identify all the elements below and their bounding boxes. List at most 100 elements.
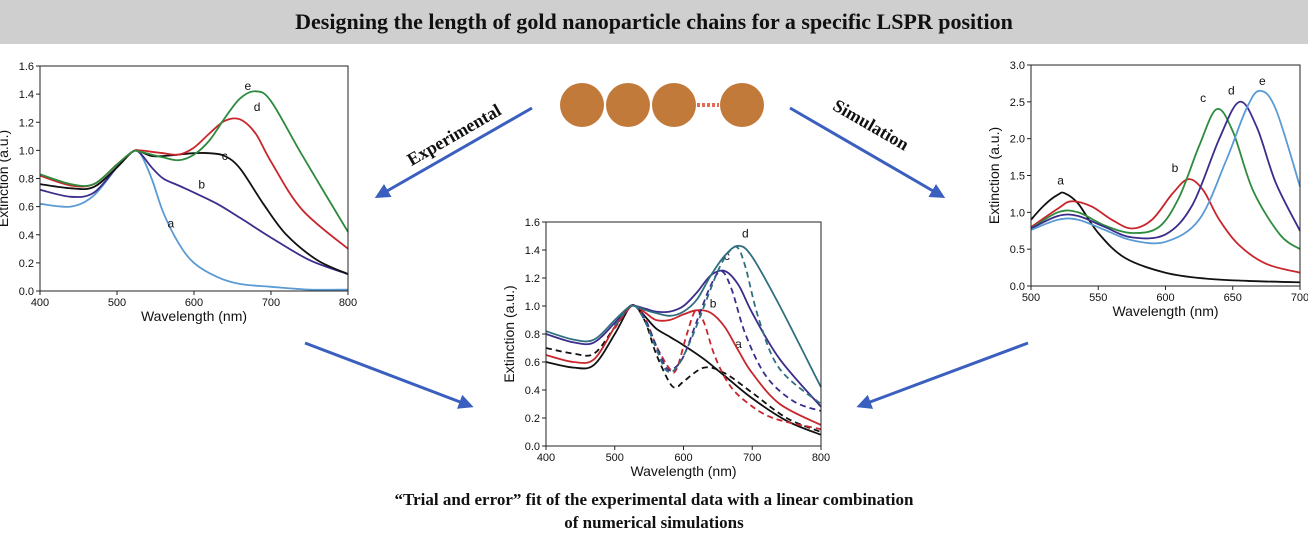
fit-series-label-c: c xyxy=(724,249,730,263)
simulation-series-a-0 xyxy=(1030,191,1301,284)
experimental-xtick-label: 700 xyxy=(262,297,280,309)
nanoparticle-2 xyxy=(606,83,650,127)
experimental-series-label-d: d xyxy=(254,100,261,114)
experimental-label: Experimental xyxy=(404,100,505,170)
simulation-series-c-2 xyxy=(1030,107,1301,250)
experimental-series-a-0 xyxy=(39,149,349,291)
simulation-series-label-d: d xyxy=(1228,83,1235,97)
simulation-ytick-label: 0.0 xyxy=(1010,281,1025,293)
experimental-ytick-label: 0.2 xyxy=(19,258,34,270)
fit-series-label-a: a xyxy=(735,337,742,351)
experimental-series-e-4 xyxy=(39,90,349,233)
experimental-xaxis-label: Wavelength (nm) xyxy=(141,308,247,324)
experimental-series-label-b: b xyxy=(198,177,205,191)
simulation-series-label-e: e xyxy=(1259,74,1266,88)
experimental-ytick-label: 1.6 xyxy=(19,61,34,73)
fit-ytick-label: 0.0 xyxy=(525,441,540,453)
simulation-ytick-label: 0.5 xyxy=(1010,244,1025,256)
arrow-simulation-to-fit xyxy=(856,341,1029,409)
experimental-ytick-label: 0.0 xyxy=(19,286,34,298)
simulation-ytick-label: 3.0 xyxy=(1010,60,1025,72)
experimental-series-label-e: e xyxy=(245,79,252,93)
fit-xtick-label: 600 xyxy=(674,452,692,464)
simulation-ytick-label: 2.0 xyxy=(1010,134,1025,146)
simulation-label: Simulation xyxy=(830,95,913,154)
fit-xtick-label: 800 xyxy=(812,452,830,464)
header-title: Designing the length of gold nanoparticl… xyxy=(295,9,1013,34)
caption-line-2: of numerical simulations xyxy=(564,513,744,532)
fit-series-label-b: b xyxy=(710,296,717,310)
simulation-series-d-3 xyxy=(1030,100,1301,240)
fit-series-a-0 xyxy=(545,304,822,436)
fit-ytick-label: 1.4 xyxy=(525,245,540,257)
fit-series-b-2 xyxy=(545,304,822,426)
experimental-plot-frame xyxy=(39,65,349,292)
simulation-series-e-4 xyxy=(1030,89,1301,245)
experimental-ytick-label: 1.2 xyxy=(19,117,34,129)
fit-chart: a b cd 400 500 600 700 800 0.0 0.2 0.4 0.6 0.8 1.0 1.2… xyxy=(501,217,830,479)
arrow-to-experimental xyxy=(374,106,533,198)
experimental-xtick-label: 400 xyxy=(31,297,49,309)
experimental-xtick-label: 600 xyxy=(185,297,203,309)
header-banner: Designing the length of gold nanoparticl… xyxy=(0,0,1308,44)
experimental-series-b-1 xyxy=(39,149,349,275)
simulation-yaxis-label: Extinction (a.u.) xyxy=(986,127,1002,224)
fit-ytick-label: 0.4 xyxy=(525,385,540,397)
simulation-xtick-label: 500 xyxy=(1022,292,1040,304)
experimental-series-label-a: a xyxy=(168,217,175,231)
fit-series-c-4 xyxy=(545,269,822,408)
fit-ytick-label: 0.8 xyxy=(525,329,540,341)
fit-xtick-label: 400 xyxy=(537,452,555,464)
experimental-xtick-label: 800 xyxy=(339,297,357,309)
experimental-ytick-label: 0.6 xyxy=(19,202,34,214)
caption-line-1: “Trial and error” fit of the experimenta… xyxy=(394,490,914,509)
simulation-xtick-label: 700 xyxy=(1291,292,1308,304)
simulation-series-label-c: c xyxy=(1200,91,1206,105)
experimental-xtick-label: 500 xyxy=(108,297,126,309)
fit-series-label-d: d xyxy=(742,226,749,240)
experimental-ytick-label: 1.4 xyxy=(19,89,34,101)
figure-caption: “Trial and error” fit of the experimenta… xyxy=(0,488,1308,534)
fit-yaxis-label: Extinction (a.u.) xyxy=(501,285,517,382)
experimental-ytick-label: 0.8 xyxy=(19,174,34,186)
simulation-ytick-label: 1.5 xyxy=(1010,171,1025,183)
arrow-to-simulation xyxy=(789,106,946,199)
fit-ytick-label: 1.6 xyxy=(525,217,540,229)
fit-xaxis-label: Wavelength (nm) xyxy=(630,463,736,479)
simulation-xtick-label: 550 xyxy=(1089,292,1107,304)
simulation-series-label-b: b xyxy=(1172,161,1179,175)
fit-ytick-label: 0.2 xyxy=(525,413,540,425)
nanoparticle-3 xyxy=(652,83,696,127)
simulation-series-label-a: a xyxy=(1057,173,1064,187)
fit-series-sim-dashed-1 xyxy=(545,304,822,433)
nanoparticle-n xyxy=(720,83,764,127)
fit-xtick-label: 700 xyxy=(743,452,761,464)
fit-series-d-6 xyxy=(545,244,822,388)
experimental-yaxis-label: Extinction (a.u.) xyxy=(0,130,11,227)
experimental-series-label-c: c xyxy=(222,149,228,163)
nanoparticle-chain xyxy=(560,83,764,127)
fit-series-sim-dashed-5 xyxy=(614,270,822,412)
nanoparticle-1 xyxy=(560,83,604,127)
fit-xtick-label: 500 xyxy=(606,452,624,464)
fit-plot-frame xyxy=(545,221,822,447)
fit-ytick-label: 0.6 xyxy=(525,357,540,369)
experimental-ytick-label: 1.0 xyxy=(19,145,34,157)
fit-series-sim-dashed-7 xyxy=(614,245,822,405)
simulation-chart: a b c d e 500 550 600 650 700 0.0 0.5 1.0 1.5 2.0 2.5 3.… xyxy=(986,60,1308,319)
simulation-ytick-label: 2.5 xyxy=(1010,97,1025,109)
simulation-xtick-label: 600 xyxy=(1156,292,1174,304)
simulation-plot-frame xyxy=(1030,64,1301,287)
simulation-ytick-label: 1.0 xyxy=(1010,207,1025,219)
simulation-xtick-label: 650 xyxy=(1224,292,1242,304)
experimental-chart: a b c de 400 500 600 700 800 0.0 0.2 0.4 0.6 0.8 1.0 1.… xyxy=(0,61,357,324)
fit-series-sim-dashed-3 xyxy=(614,304,822,431)
arrow-experimental-to-fit xyxy=(304,341,474,409)
simulation-series-b-1 xyxy=(1030,178,1301,274)
experimental-series-d-3 xyxy=(39,117,349,250)
experimental-ytick-label: 0.4 xyxy=(19,230,34,242)
fit-ytick-label: 1.2 xyxy=(525,273,540,285)
fit-ytick-label: 1.0 xyxy=(525,301,540,313)
simulation-xaxis-label: Wavelength (nm) xyxy=(1112,303,1218,319)
